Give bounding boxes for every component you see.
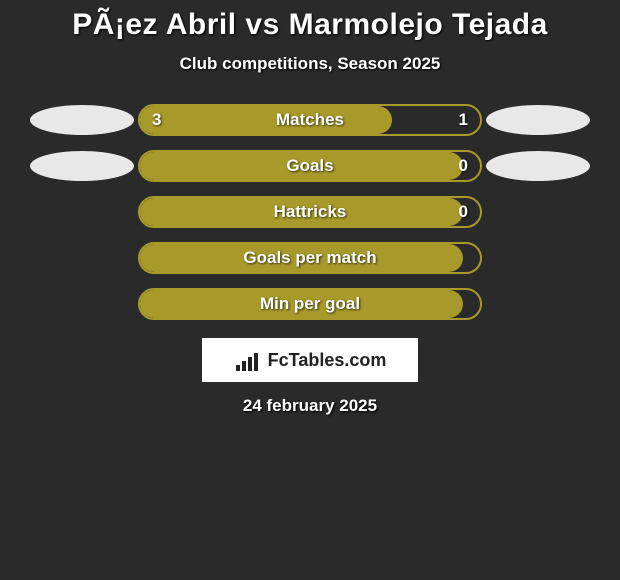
stat-bar: 0Goals	[138, 150, 482, 182]
stat-row: 0Goals	[0, 150, 620, 182]
stat-label: Min per goal	[140, 290, 480, 318]
stat-label: Goals	[140, 152, 480, 180]
stat-bar: 31Matches	[138, 104, 482, 136]
chart-icon	[234, 349, 262, 371]
stat-row: Min per goal	[0, 288, 620, 320]
stat-rows: 31Matches 0Goals 0Hattricks Goals per match…	[0, 104, 620, 320]
left-jersey-slot	[26, 105, 138, 135]
stat-bar: 0Hattricks	[138, 196, 482, 228]
page-subtitle: Club competitions, Season 2025	[0, 54, 620, 74]
stats-card: PÃ¡ez Abril vs Marmolejo Tejada Club com…	[0, 0, 620, 416]
jersey-icon	[486, 151, 590, 181]
stat-bar: Min per goal	[138, 288, 482, 320]
stat-row: 0Hattricks	[0, 196, 620, 228]
left-jersey-slot	[26, 151, 138, 181]
fctables-logo[interactable]: FcTables.com	[202, 338, 418, 382]
stat-label: Goals per match	[140, 244, 480, 272]
right-jersey-slot	[482, 151, 594, 181]
logo-text: FcTables.com	[268, 350, 387, 371]
stat-label: Matches	[140, 106, 480, 134]
stat-row: Goals per match	[0, 242, 620, 274]
jersey-icon	[30, 151, 134, 181]
jersey-icon	[486, 105, 590, 135]
date-label: 24 february 2025	[0, 396, 620, 416]
page-title: PÃ¡ez Abril vs Marmolejo Tejada	[0, 8, 620, 42]
stat-label: Hattricks	[140, 198, 480, 226]
right-jersey-slot	[482, 105, 594, 135]
stat-row: 31Matches	[0, 104, 620, 136]
jersey-icon	[30, 105, 134, 135]
stat-bar: Goals per match	[138, 242, 482, 274]
